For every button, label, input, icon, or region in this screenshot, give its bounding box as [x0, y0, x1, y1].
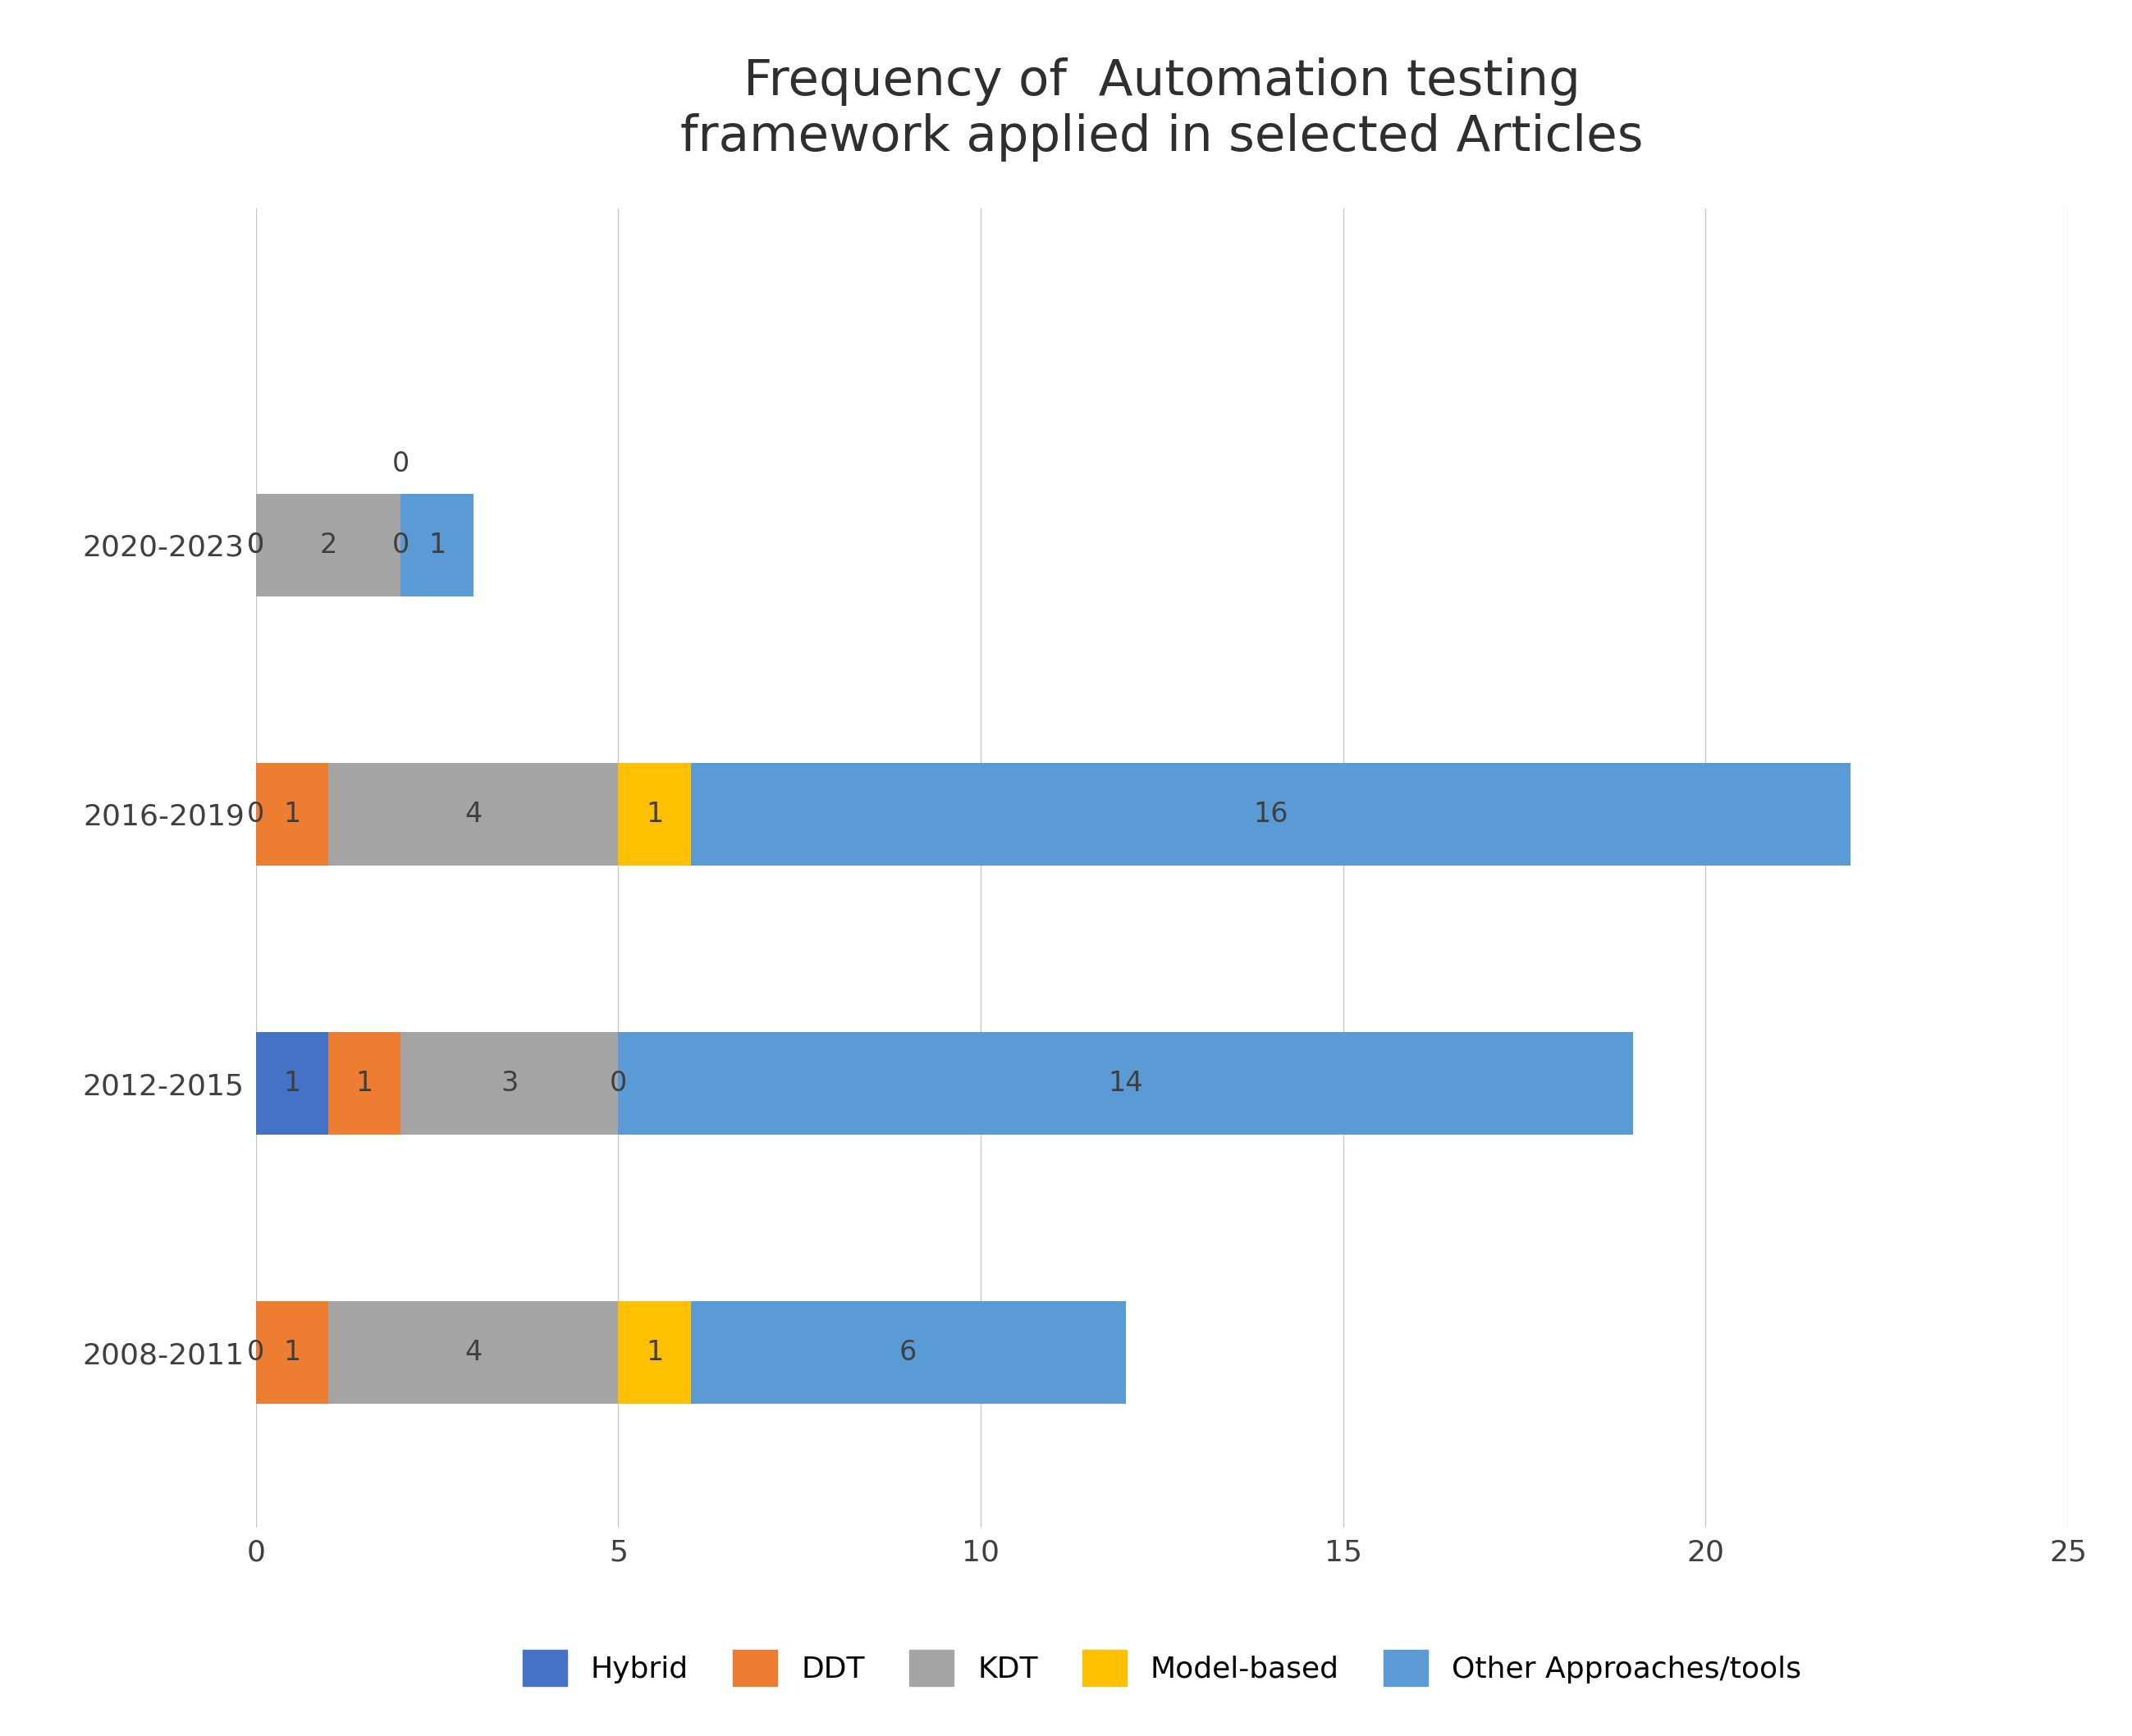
- Bar: [618, 764, 691, 865]
- Text: 4: 4: [465, 1338, 482, 1366]
- Text: 1: 1: [356, 1069, 373, 1097]
- Bar: [691, 1302, 1126, 1404]
- Bar: [328, 764, 618, 865]
- Bar: [328, 1302, 618, 1404]
- Bar: [328, 1033, 401, 1135]
- Text: 1: 1: [646, 1338, 663, 1366]
- Text: 3: 3: [501, 1069, 518, 1097]
- Text: 0: 0: [392, 451, 409, 477]
- Text: 16: 16: [1254, 800, 1288, 828]
- Text: 4: 4: [465, 800, 482, 828]
- Legend: Hybrid, DDT, KDT, Model-based, Other Approaches/tools: Hybrid, DDT, KDT, Model-based, Other App…: [507, 1635, 1816, 1701]
- Bar: [691, 764, 1851, 865]
- Text: 0: 0: [610, 1069, 627, 1097]
- Title: Frequency of  Automation testing
framework applied in selected Articles: Frequency of Automation testing framewor…: [680, 57, 1644, 161]
- Text: 1: 1: [646, 800, 663, 828]
- Text: 0: 0: [392, 531, 409, 559]
- Text: 14: 14: [1109, 1069, 1143, 1097]
- Bar: [256, 1033, 328, 1135]
- Text: 0: 0: [247, 800, 264, 828]
- Bar: [256, 1302, 328, 1404]
- Text: 0: 0: [247, 531, 264, 559]
- Text: 1: 1: [284, 800, 301, 828]
- Text: 2: 2: [320, 531, 337, 559]
- Text: 6: 6: [900, 1338, 917, 1366]
- Bar: [256, 493, 401, 595]
- Text: 1: 1: [284, 1338, 301, 1366]
- Text: 1: 1: [429, 531, 446, 559]
- Bar: [401, 1033, 618, 1135]
- Bar: [401, 493, 473, 595]
- Text: 0: 0: [247, 531, 264, 559]
- Bar: [256, 764, 328, 865]
- Bar: [618, 1033, 1633, 1135]
- Text: 1: 1: [284, 1069, 301, 1097]
- Text: 0: 0: [247, 1338, 264, 1366]
- Bar: [618, 1302, 691, 1404]
